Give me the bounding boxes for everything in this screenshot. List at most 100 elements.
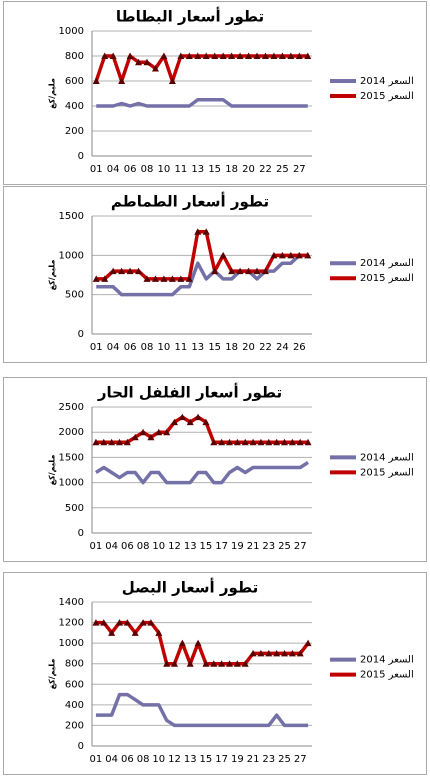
y-tick-label: 600 [65, 679, 84, 690]
point-marker [241, 660, 249, 667]
y-tick-label: 800 [65, 659, 84, 670]
point-marker [261, 52, 269, 59]
point-marker [233, 660, 241, 667]
point-marker [109, 267, 117, 275]
point-marker [118, 267, 126, 275]
point-marker [92, 438, 100, 446]
series-line [95, 620, 310, 666]
x-tick-label: 15 [208, 164, 221, 175]
point-marker [126, 267, 134, 275]
point-marker [177, 275, 185, 282]
point-marker [108, 629, 116, 636]
point-marker [108, 438, 116, 446]
point-marker [135, 58, 143, 66]
point-marker [194, 639, 202, 647]
y-axis-label: مليم/كغ [48, 260, 57, 291]
point-marker [171, 418, 178, 426]
x-tick-label: 08 [137, 541, 150, 552]
x-tick-label: 18 [225, 164, 238, 175]
x-tick-label: 22 [259, 342, 272, 353]
x-tick-label: 21 [247, 541, 260, 552]
y-tick-label: 2500 [59, 402, 84, 413]
x-tick-label: 10 [152, 541, 165, 552]
series-line [96, 253, 308, 297]
point-marker [178, 639, 186, 647]
point-marker [186, 660, 194, 667]
point-marker [211, 52, 219, 59]
x-tick-label: 08 [137, 754, 150, 765]
series-line [96, 98, 308, 108]
point-marker [123, 438, 131, 446]
point-marker [304, 438, 312, 446]
legend-label: السعر 2015 [360, 91, 414, 102]
legend-label: السعر 2015 [360, 273, 414, 284]
y-tick-label: 1500 [59, 452, 84, 463]
series-line [95, 692, 309, 728]
point-marker [168, 77, 176, 84]
legend-label: السعر 2014 [360, 655, 414, 666]
x-tick-label: 10 [158, 342, 171, 353]
point-marker [100, 438, 108, 446]
series-line [94, 460, 310, 485]
x-tick-label: 11 [174, 342, 187, 353]
x-tick-label: 23 [262, 754, 275, 765]
y-tick-label: 500 [65, 290, 84, 301]
point-marker [143, 58, 151, 66]
point-marker [228, 267, 236, 275]
point-marker [171, 660, 178, 667]
point-marker [155, 428, 163, 436]
point-marker [261, 267, 269, 275]
point-marker [202, 660, 210, 667]
point-marker [194, 52, 202, 59]
x-tick-label: 15 [200, 754, 213, 765]
point-marker [177, 52, 185, 59]
point-marker [194, 413, 202, 421]
point-marker [226, 660, 233, 667]
point-marker [202, 228, 210, 235]
x-tick-label: 08 [141, 342, 154, 353]
chart-title: تطور أسعار البطاطا [116, 7, 264, 26]
y-axis-label: مليم/كغ [48, 455, 57, 486]
y-tick-label: 0 [78, 329, 84, 340]
point-marker [270, 52, 278, 59]
x-tick-label: 18 [225, 342, 238, 353]
point-marker [185, 275, 193, 282]
point-marker [219, 52, 227, 59]
point-marker [228, 52, 236, 59]
point-marker [101, 52, 109, 59]
y-tick-label: 0 [78, 528, 84, 539]
point-marker [304, 52, 312, 59]
x-tick-label: 27 [294, 754, 307, 765]
x-tick-label: 13 [191, 164, 204, 175]
x-tick-label: 27 [294, 541, 307, 552]
point-marker [295, 251, 303, 259]
point-marker [218, 660, 226, 667]
point-marker [278, 52, 286, 59]
y-tick-label: 2000 [59, 427, 84, 438]
legend-label: السعر 2014 [360, 76, 414, 87]
y-tick-label: 1200 [59, 618, 84, 629]
y-tick-label: 1000 [59, 250, 84, 261]
y-tick-label: 1000 [59, 26, 84, 37]
point-marker [185, 52, 193, 59]
point-marker [295, 52, 303, 59]
x-tick-label: 25 [276, 164, 289, 175]
x-tick-label: 24 [276, 342, 289, 353]
point-marker [100, 619, 108, 626]
point-marker [296, 438, 304, 446]
y-axis-label: مليم/كغ [48, 78, 57, 109]
y-tick-label: 200 [65, 126, 84, 137]
x-tick-label: 04 [105, 541, 118, 552]
point-marker [233, 438, 241, 446]
x-tick-label: 15 [200, 541, 213, 552]
x-tick-label: 06 [121, 754, 134, 765]
y-tick-label: 0 [78, 151, 84, 162]
point-marker [151, 65, 159, 72]
point-marker [139, 428, 147, 436]
point-marker [168, 275, 176, 282]
legend-label: السعر 2015 [360, 467, 414, 478]
x-tick-label: 20 [242, 342, 255, 353]
x-tick-label: 15 [208, 342, 221, 353]
point-marker [265, 649, 273, 657]
point-marker [265, 438, 273, 446]
